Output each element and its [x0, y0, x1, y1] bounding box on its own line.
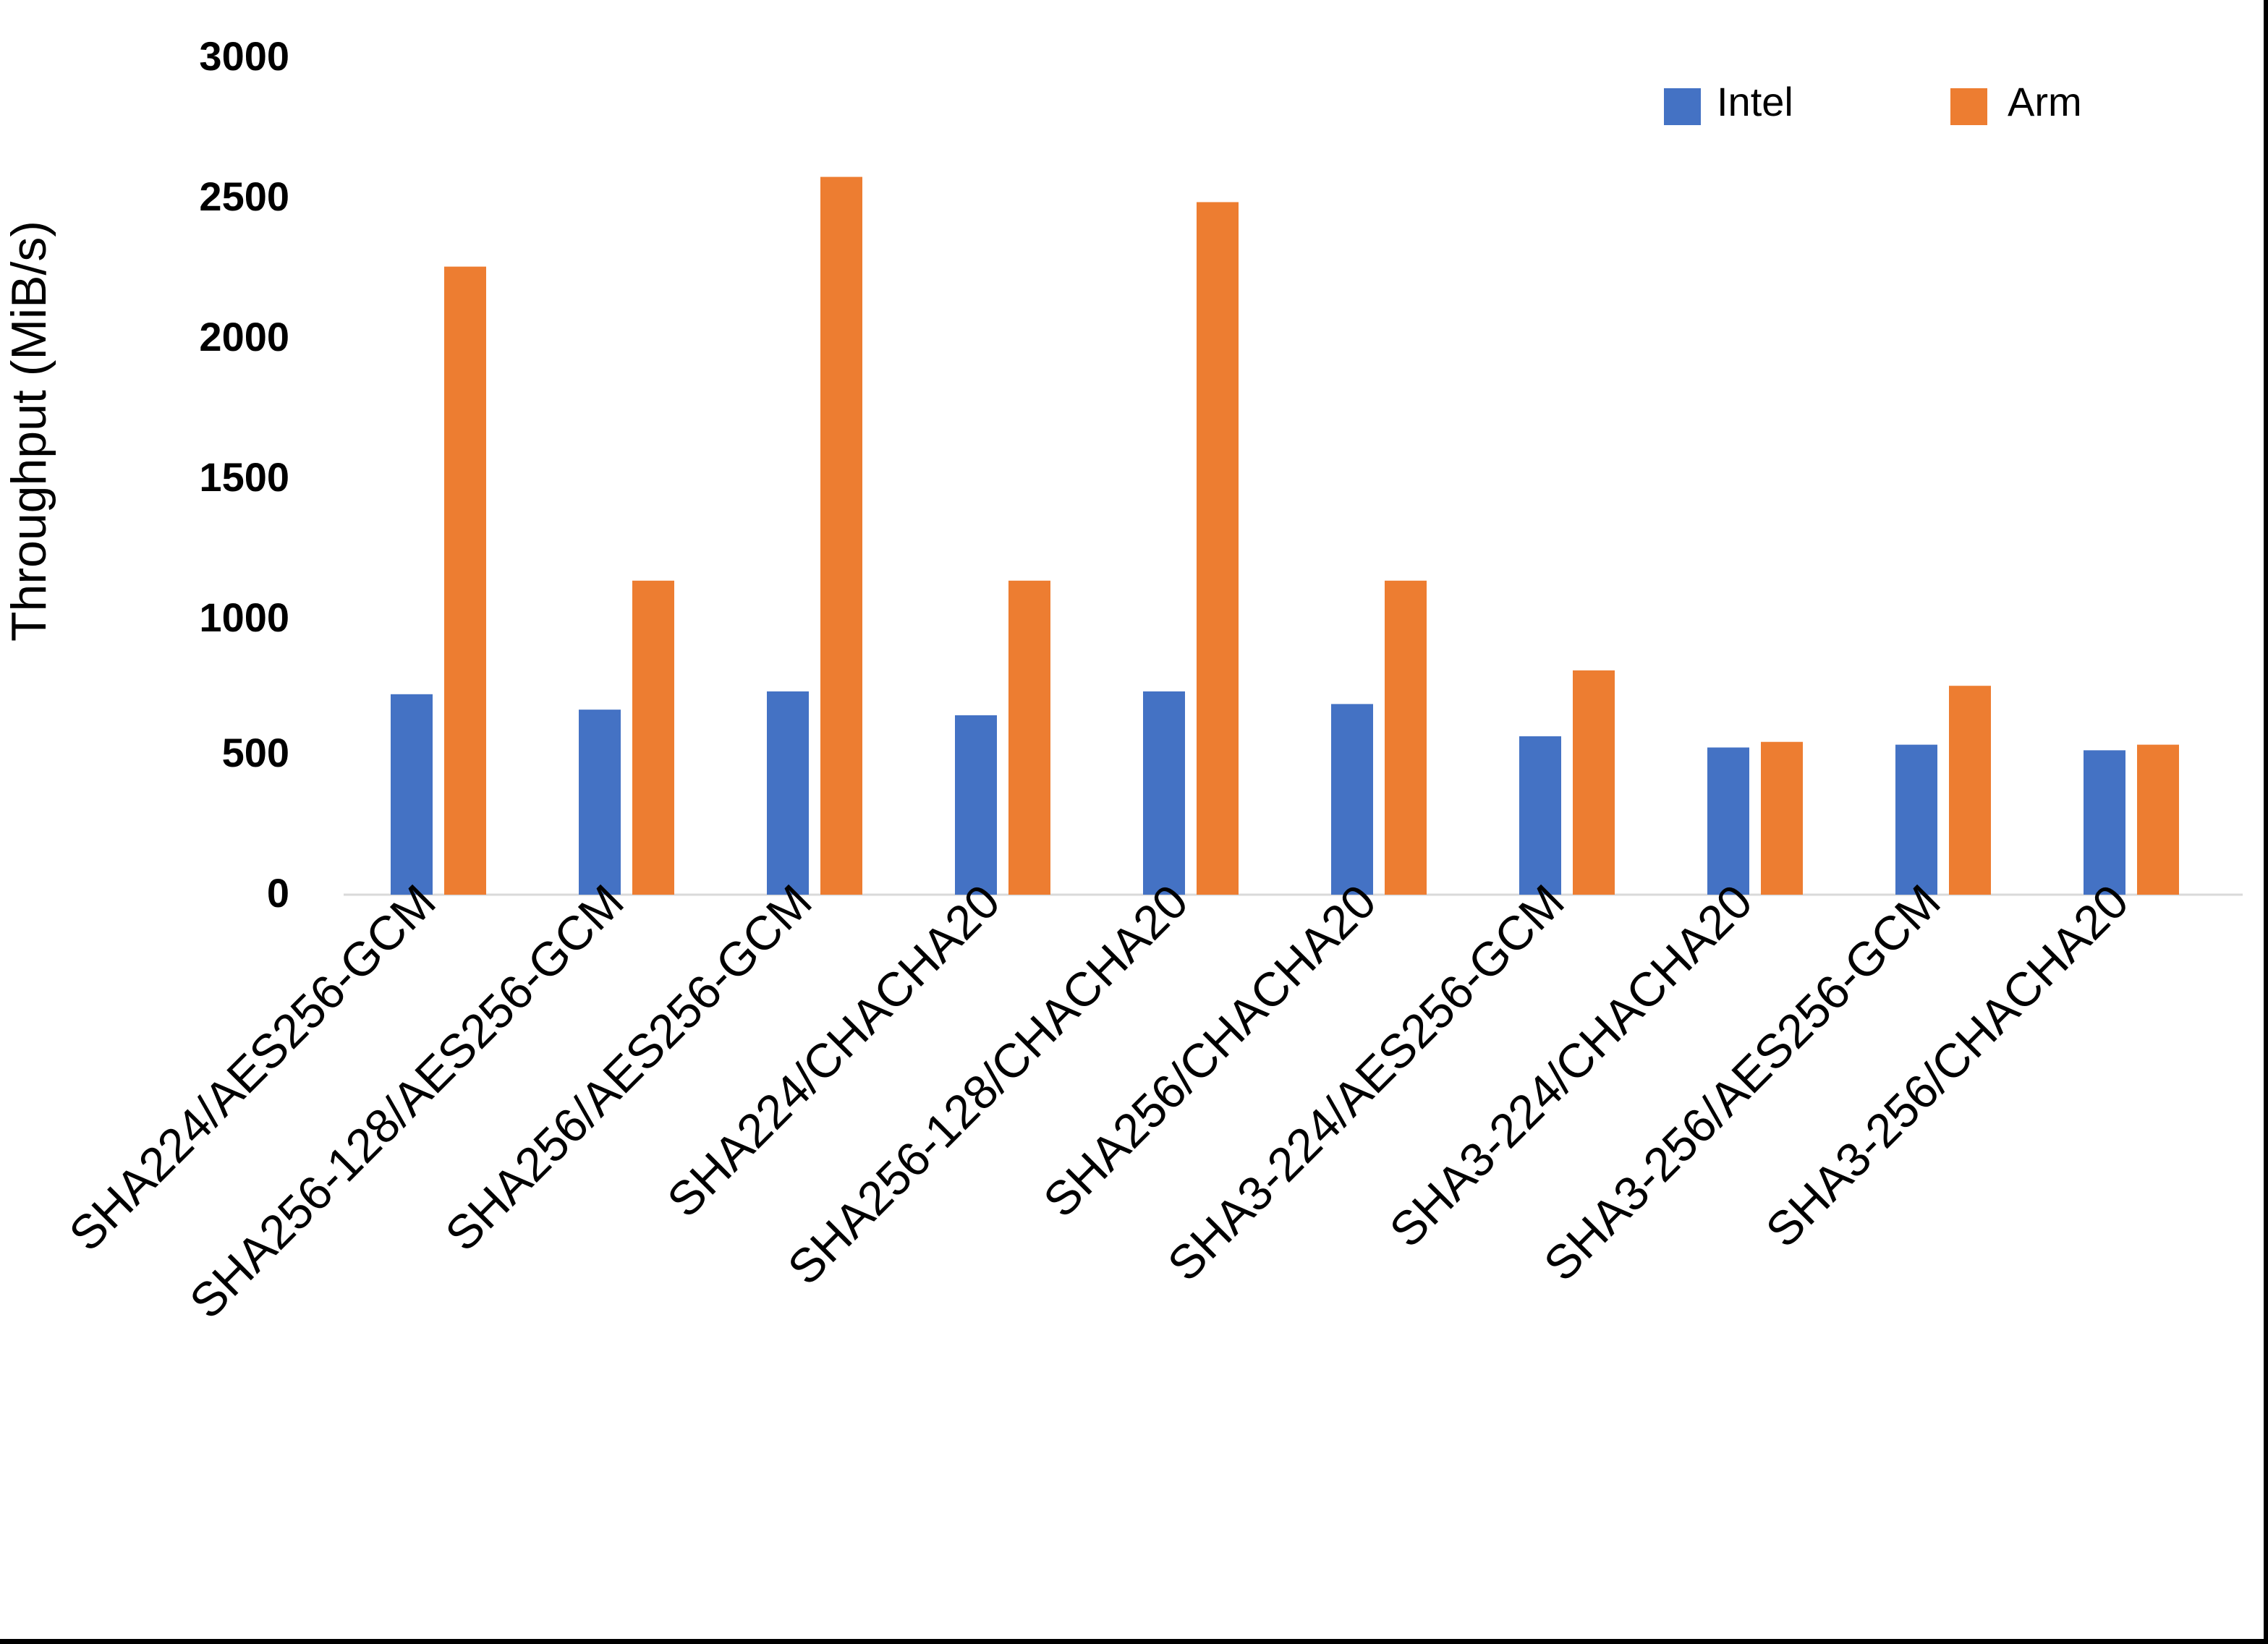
svg-text:SHA256/AES256-GCM: SHA256/AES256-GCM [435, 874, 822, 1261]
svg-text:SHA256/CHACHA20: SHA256/CHACHA20 [1033, 874, 1386, 1227]
svg-text:SHA3-256/AES256-GCM: SHA3-256/AES256-GCM [1534, 874, 1950, 1291]
svg-text:SHA3-224/AES256-GCM: SHA3-224/AES256-GCM [1158, 874, 1574, 1291]
svg-text:SHA256-128/CHACHA20: SHA256-128/CHACHA20 [777, 874, 1198, 1295]
svg-text:SHA224/AES256-GCM: SHA224/AES256-GCM [59, 874, 446, 1261]
svg-text:SHA3-256/CHACHA20: SHA3-256/CHACHA20 [1755, 874, 2139, 1258]
svg-text:SHA3-224/CHACHA20: SHA3-224/CHACHA20 [1379, 874, 1762, 1258]
svg-text:SHA224/CHACHA20: SHA224/CHACHA20 [657, 874, 1010, 1227]
